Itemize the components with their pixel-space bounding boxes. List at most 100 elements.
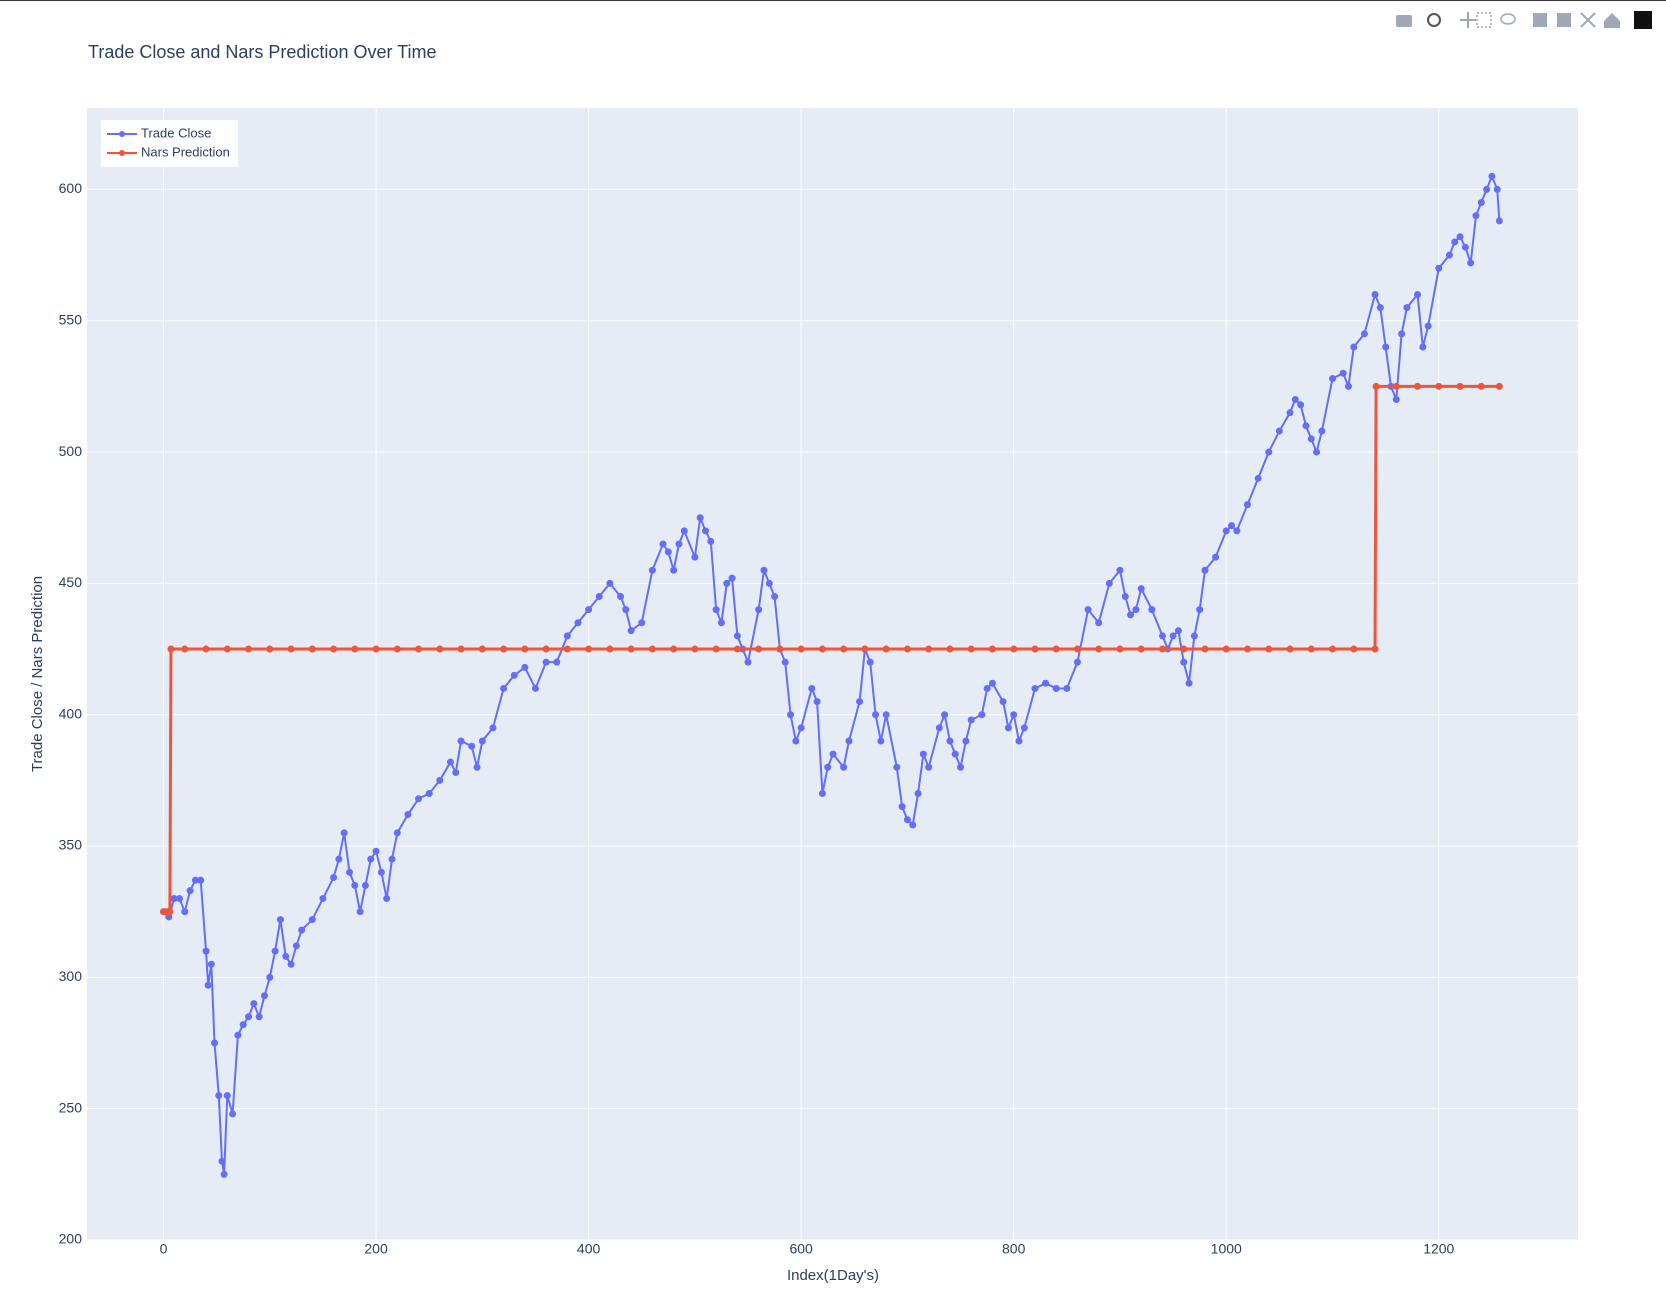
marker: [1174, 627, 1182, 635]
pan-icon[interactable]: [1460, 12, 1476, 28]
marker: [260, 992, 268, 1000]
marker: [223, 1092, 231, 1100]
marker: [856, 698, 864, 706]
legend: Trade Close Nars Prediction: [101, 120, 238, 167]
marker: [478, 645, 486, 653]
marker: [1435, 264, 1443, 272]
marker: [500, 684, 508, 692]
marker: [1042, 679, 1050, 687]
marker: [351, 645, 359, 653]
marker: [1371, 290, 1379, 298]
marker: [670, 645, 678, 653]
marker: [988, 679, 996, 687]
marker: [361, 881, 369, 889]
modebar[interactable]: [1396, 11, 1652, 29]
marker: [377, 868, 385, 876]
marker: [319, 895, 327, 903]
marker: [215, 1092, 223, 1100]
marker: [345, 868, 353, 876]
marker: [500, 645, 508, 653]
x-tick-label: 600: [789, 1241, 813, 1257]
marker: [717, 619, 725, 627]
marker: [733, 632, 741, 640]
marker: [1286, 409, 1294, 417]
marker: [468, 742, 476, 750]
marker: [340, 829, 348, 837]
marker: [1414, 382, 1422, 390]
autoscale-icon[interactable]: [1580, 12, 1596, 28]
marker: [696, 514, 704, 522]
marker: [335, 855, 343, 863]
marker: [585, 606, 593, 614]
marker: [1127, 611, 1135, 619]
marker: [1318, 427, 1326, 435]
marker: [1307, 645, 1315, 653]
marker: [781, 658, 789, 666]
marker: [478, 737, 486, 745]
marker: [1095, 619, 1103, 627]
x-tick-label: 800: [1002, 1241, 1026, 1257]
legend-label: Trade Close: [141, 125, 211, 140]
marker: [585, 645, 593, 653]
zoom-in-icon[interactable]: [1533, 13, 1547, 27]
marker: [1467, 259, 1475, 267]
home-icon[interactable]: [1604, 13, 1620, 28]
marker: [882, 645, 890, 653]
marker: [664, 548, 672, 556]
marker: [521, 663, 529, 671]
marker: [1169, 632, 1177, 640]
marker: [245, 1013, 253, 1021]
marker: [925, 763, 933, 771]
marker: [1265, 448, 1273, 456]
marker: [840, 645, 848, 653]
zoom-out-icon[interactable]: [1557, 13, 1571, 27]
marker: [1116, 645, 1124, 653]
marker: [1084, 606, 1092, 614]
marker: [563, 645, 571, 653]
marker: [946, 737, 954, 745]
marker: [1329, 375, 1337, 383]
marker: [245, 645, 253, 653]
marker: [1451, 238, 1459, 246]
marker: [1243, 501, 1251, 509]
marker: [367, 855, 375, 863]
y-tick-label: 300: [59, 968, 83, 984]
marker: [1477, 382, 1485, 390]
lasso-icon[interactable]: [1500, 13, 1516, 25]
marker: [574, 619, 582, 627]
marker: [1414, 290, 1422, 298]
marker: [186, 887, 194, 895]
marker: [393, 645, 401, 653]
marker: [436, 776, 444, 784]
marker: [234, 1031, 242, 1039]
marker: [760, 566, 768, 574]
y-tick-label: 500: [59, 443, 83, 459]
marker: [882, 711, 890, 719]
marker: [250, 1000, 258, 1008]
marker: [872, 711, 880, 719]
marker: [797, 724, 805, 732]
zoom-icon[interactable]: [1427, 13, 1441, 27]
marker: [648, 645, 656, 653]
marker: [266, 973, 274, 981]
marker: [967, 645, 975, 653]
marker: [648, 566, 656, 574]
marker: [271, 947, 279, 955]
plotly-logo[interactable]: [1634, 11, 1652, 29]
marker: [308, 645, 316, 653]
marker: [861, 645, 869, 653]
marker: [606, 645, 614, 653]
marker: [728, 574, 736, 582]
marker: [957, 763, 965, 771]
marker: [1339, 369, 1347, 377]
camera-icon[interactable]: [1396, 15, 1412, 27]
x-tick-label: 400: [577, 1241, 601, 1257]
select-icon[interactable]: [1476, 12, 1492, 28]
series: [160, 172, 1503, 1178]
marker: [1488, 172, 1496, 180]
marker: [1190, 632, 1198, 640]
x-axis-title: Index(1Day's): [787, 1267, 879, 1284]
marker: [473, 763, 481, 771]
marker: [1419, 343, 1427, 351]
